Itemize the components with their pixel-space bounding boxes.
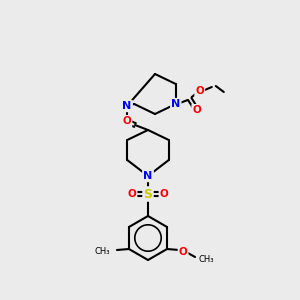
Text: CH₃: CH₃ xyxy=(198,254,214,263)
Text: N: N xyxy=(122,101,132,111)
Text: O: O xyxy=(128,189,136,199)
Text: O: O xyxy=(195,86,204,96)
Text: O: O xyxy=(123,116,131,126)
Text: S: S xyxy=(143,188,152,200)
Text: N: N xyxy=(143,171,153,181)
Text: O: O xyxy=(179,247,188,257)
Text: O: O xyxy=(192,105,201,115)
Text: N: N xyxy=(171,99,180,109)
Text: CH₃: CH₃ xyxy=(94,248,110,256)
Text: N: N xyxy=(143,171,153,181)
Text: N: N xyxy=(122,101,132,111)
Text: O: O xyxy=(160,189,168,199)
